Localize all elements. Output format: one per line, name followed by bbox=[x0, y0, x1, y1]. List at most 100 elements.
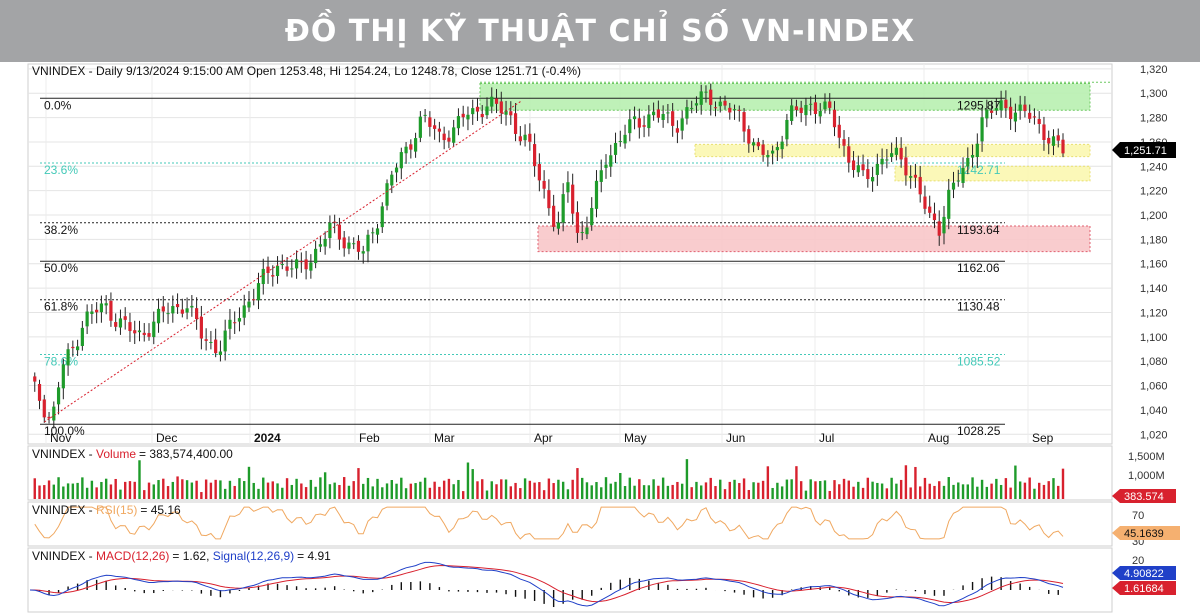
volume-bar bbox=[661, 477, 665, 499]
volume-bar bbox=[676, 481, 679, 499]
volume-bar bbox=[47, 480, 51, 499]
candle-body bbox=[656, 109, 660, 118]
candle-body bbox=[613, 143, 618, 155]
volume-bar bbox=[1014, 465, 1017, 499]
volume-bar bbox=[980, 479, 984, 499]
volume-bar bbox=[790, 479, 793, 499]
candle-body bbox=[285, 266, 289, 271]
volume-bar bbox=[90, 480, 94, 499]
volume-bar bbox=[266, 482, 270, 499]
volume-bar bbox=[1009, 487, 1012, 499]
candle-body bbox=[723, 100, 727, 106]
candle-body bbox=[152, 321, 156, 338]
candle-body bbox=[294, 259, 299, 269]
volume-bar bbox=[452, 484, 455, 499]
price-y-axis: 1,3201,3001,2801,2601,2401,2201,2001,180… bbox=[1140, 64, 1168, 441]
candle-body bbox=[794, 106, 799, 111]
volume-header-value: = 383,574,400.00 bbox=[139, 447, 233, 461]
fib-value-label: 1085.52 bbox=[957, 354, 1001, 368]
volume-bar bbox=[128, 481, 132, 499]
volume-bar bbox=[247, 466, 251, 499]
macd-ytick-20: 20 bbox=[1132, 555, 1144, 567]
candle-body bbox=[147, 333, 151, 337]
volume-bar bbox=[604, 477, 608, 499]
volume-bar bbox=[828, 490, 831, 499]
price-ytick: 1,100 bbox=[1140, 332, 1168, 344]
candle-body bbox=[885, 159, 889, 161]
volume-bar bbox=[381, 487, 384, 499]
candle-body bbox=[104, 303, 108, 306]
volume-bar bbox=[633, 485, 636, 499]
candle-body bbox=[999, 100, 1003, 111]
volume-bar bbox=[704, 482, 708, 499]
volume-bar bbox=[95, 487, 98, 499]
candle-body bbox=[490, 96, 494, 107]
volume-bar bbox=[419, 481, 422, 499]
candle-body bbox=[518, 136, 522, 142]
volume-bar bbox=[362, 483, 365, 499]
volume-bar bbox=[276, 483, 279, 499]
volume-bar bbox=[566, 489, 570, 499]
price-panel-frame bbox=[27, 63, 1113, 445]
banner: ĐỒ THỊ KỸ THUẬT CHỈ SỐ VN-INDEX bbox=[0, 0, 1200, 62]
candle-body bbox=[42, 399, 46, 418]
macd-header-mid: = 1.62, bbox=[172, 549, 212, 563]
price-ytick: 1,020 bbox=[1140, 429, 1168, 441]
volume-bar bbox=[109, 484, 113, 499]
volume-bar bbox=[1047, 481, 1050, 499]
volume-bar bbox=[585, 482, 589, 499]
candle-body bbox=[989, 110, 994, 113]
volume-bar bbox=[557, 479, 560, 499]
volume-bar bbox=[909, 487, 912, 499]
rsi-series-name: RSI(15) bbox=[96, 503, 137, 517]
x-tick-label: Apr bbox=[534, 431, 553, 445]
candle-body bbox=[1037, 118, 1041, 124]
candle-body bbox=[361, 251, 365, 254]
price-ytick: 1,300 bbox=[1140, 88, 1168, 100]
price-header: VNINDEX - Daily 9/13/2024 9:15:00 AM Ope… bbox=[32, 64, 581, 78]
volume-bar bbox=[857, 481, 860, 499]
volume-bar bbox=[780, 486, 784, 499]
volume-bar bbox=[323, 472, 327, 499]
volume-bar bbox=[609, 483, 612, 499]
x-tick-label: Jun bbox=[726, 431, 745, 445]
fib-pct-label: 78.6% bbox=[44, 354, 78, 368]
volume-bar bbox=[523, 478, 527, 499]
volume-bar bbox=[866, 477, 870, 499]
candle-body bbox=[818, 110, 822, 117]
candle-body bbox=[133, 330, 137, 334]
candle-body bbox=[718, 101, 722, 107]
volume-bar bbox=[166, 486, 170, 499]
volume-bar bbox=[723, 489, 727, 499]
candle-body bbox=[56, 387, 61, 405]
x-tick-label: Feb bbox=[359, 431, 380, 445]
volume-bar bbox=[1052, 478, 1055, 499]
volume-bar bbox=[66, 483, 70, 499]
candle-body bbox=[513, 113, 518, 134]
candle-body bbox=[685, 107, 689, 119]
candle-body bbox=[647, 114, 651, 129]
candle-body bbox=[890, 153, 894, 158]
volume-bar bbox=[976, 486, 979, 499]
rsi-ytick-70: 70 bbox=[1132, 510, 1144, 522]
candle-body bbox=[214, 339, 218, 354]
volume-bar bbox=[319, 477, 322, 499]
candle-body bbox=[566, 182, 570, 193]
candle-body bbox=[847, 146, 851, 163]
candle-body bbox=[171, 306, 175, 314]
candle-body bbox=[951, 182, 956, 190]
volume-bar bbox=[576, 468, 579, 499]
rsi-line bbox=[34, 506, 1064, 540]
candle-body bbox=[199, 316, 203, 339]
volume-bar bbox=[1042, 484, 1046, 499]
volume-bar bbox=[1023, 482, 1027, 499]
candle-body bbox=[580, 232, 584, 234]
candle-body bbox=[137, 330, 142, 333]
volume-bar bbox=[1061, 468, 1065, 499]
volume-bar bbox=[57, 477, 60, 499]
candle-body bbox=[671, 111, 675, 126]
candle-body bbox=[80, 327, 84, 346]
candle-body bbox=[233, 322, 237, 324]
volume-bar bbox=[642, 485, 646, 499]
volume-bar bbox=[1057, 485, 1060, 499]
